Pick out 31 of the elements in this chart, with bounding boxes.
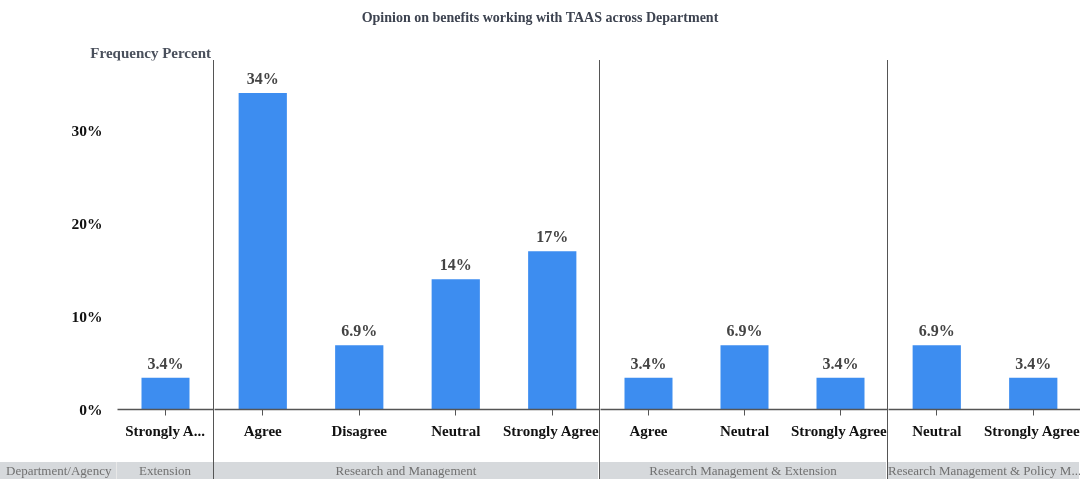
y-tick-label: 10% bbox=[71, 307, 103, 325]
data-label: 6.9% bbox=[918, 322, 955, 340]
y-axis-title: Frequency Percent bbox=[90, 44, 211, 63]
y-tick-label: 20% bbox=[71, 214, 103, 232]
data-label: 3.4% bbox=[1015, 354, 1052, 372]
y-tick-label: 30% bbox=[71, 121, 103, 139]
data-label: 6.9% bbox=[726, 322, 763, 340]
x-axis-title: Research Management & Extension bbox=[649, 462, 837, 479]
chart-title: Opinion on benefits working with TAAS across Department bbox=[361, 9, 719, 27]
x-tick-label: Strongly A... bbox=[125, 422, 206, 439]
y-tick-label: 0% bbox=[79, 401, 103, 418]
x-tick-label: Strongly Agree bbox=[502, 422, 600, 439]
x-tick-label: Strongly Agree bbox=[790, 422, 888, 439]
x-axis-title: Research Management & Policy M... bbox=[888, 462, 1080, 479]
data-label: 3.4% bbox=[630, 354, 667, 372]
text: Department/Agency bbox=[6, 462, 112, 479]
data-label: 34% bbox=[246, 70, 279, 88]
data-label: 17% bbox=[536, 228, 569, 246]
x-tick-label: Disagree bbox=[331, 422, 388, 439]
x-tick-label: Strongly Agree bbox=[983, 422, 1080, 439]
data-label: 14% bbox=[439, 256, 472, 274]
x-tick-label: Neutral bbox=[431, 422, 481, 439]
x-axis-title: Extension bbox=[139, 462, 191, 479]
x-tick-label: Agree bbox=[243, 422, 283, 439]
x-tick-label: Neutral bbox=[912, 422, 962, 439]
data-label: 6.9% bbox=[341, 322, 378, 340]
data-label: 3.4% bbox=[822, 354, 859, 372]
x-tick-label: Agree bbox=[629, 422, 668, 439]
x-axis-title: Research and Management bbox=[335, 462, 477, 479]
x-tick-label: Neutral bbox=[719, 422, 770, 439]
data-label: 3.4% bbox=[147, 354, 184, 372]
